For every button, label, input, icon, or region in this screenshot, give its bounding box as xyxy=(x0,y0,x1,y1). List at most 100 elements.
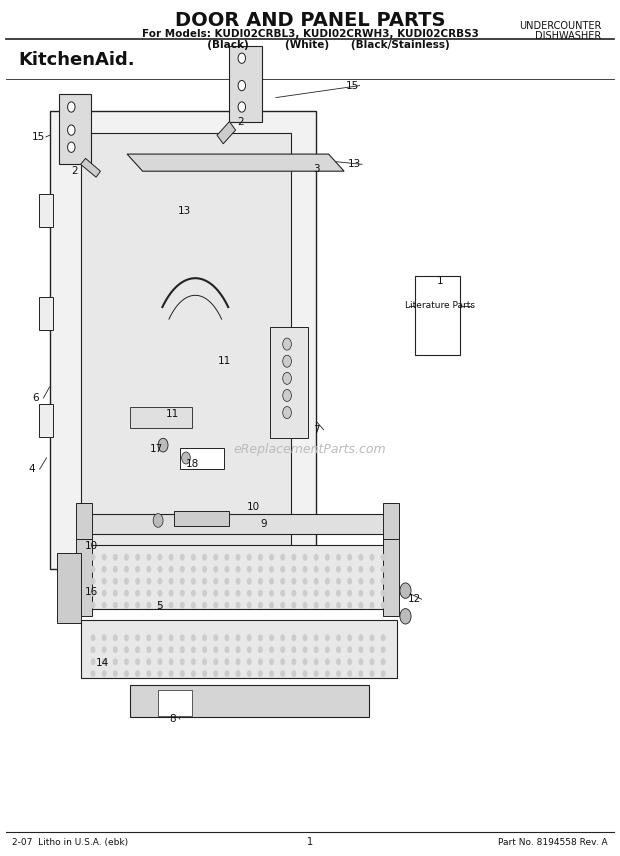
Circle shape xyxy=(280,578,285,585)
Circle shape xyxy=(236,566,241,573)
Circle shape xyxy=(146,602,151,609)
Circle shape xyxy=(381,590,386,597)
Circle shape xyxy=(236,634,241,641)
Circle shape xyxy=(325,566,330,573)
Bar xyxy=(76,503,92,544)
Circle shape xyxy=(153,514,163,527)
Circle shape xyxy=(381,602,386,609)
Circle shape xyxy=(146,646,151,653)
Circle shape xyxy=(213,658,218,665)
Circle shape xyxy=(102,646,107,653)
Circle shape xyxy=(280,554,285,561)
Circle shape xyxy=(213,602,218,609)
Circle shape xyxy=(358,554,363,561)
Circle shape xyxy=(381,646,386,653)
Bar xyxy=(130,685,369,717)
Circle shape xyxy=(336,554,341,561)
Text: (Black)          (White)      (Black/Stainless): (Black) (White) (Black/Stainless) xyxy=(170,40,450,51)
Circle shape xyxy=(291,658,296,665)
Circle shape xyxy=(91,634,95,641)
Circle shape xyxy=(135,646,140,653)
Circle shape xyxy=(370,578,374,585)
Circle shape xyxy=(325,670,330,677)
Circle shape xyxy=(213,566,218,573)
Circle shape xyxy=(247,670,252,677)
Circle shape xyxy=(336,634,341,641)
Circle shape xyxy=(303,578,308,585)
Circle shape xyxy=(381,658,386,665)
Circle shape xyxy=(370,634,374,641)
Circle shape xyxy=(224,590,229,597)
Circle shape xyxy=(236,646,241,653)
Circle shape xyxy=(336,590,341,597)
Circle shape xyxy=(124,658,129,665)
Text: 7: 7 xyxy=(313,425,319,435)
Circle shape xyxy=(314,634,319,641)
Circle shape xyxy=(191,634,196,641)
Circle shape xyxy=(102,554,107,561)
Circle shape xyxy=(102,590,107,597)
Circle shape xyxy=(258,578,263,585)
Circle shape xyxy=(258,646,263,653)
Circle shape xyxy=(169,602,174,609)
Circle shape xyxy=(314,566,319,573)
Circle shape xyxy=(358,590,363,597)
Circle shape xyxy=(370,646,374,653)
Circle shape xyxy=(247,554,252,561)
Text: 10: 10 xyxy=(85,541,99,551)
Circle shape xyxy=(180,602,185,609)
Circle shape xyxy=(236,554,241,561)
Circle shape xyxy=(269,670,274,677)
Circle shape xyxy=(269,634,274,641)
Circle shape xyxy=(135,634,140,641)
Circle shape xyxy=(169,566,174,573)
Circle shape xyxy=(336,658,341,665)
Circle shape xyxy=(169,578,174,585)
Circle shape xyxy=(102,602,107,609)
Circle shape xyxy=(347,634,352,641)
Text: Part No. 8194558 Rev. A: Part No. 8194558 Rev. A xyxy=(498,838,608,847)
Circle shape xyxy=(303,646,308,653)
Text: 5: 5 xyxy=(157,601,163,611)
Circle shape xyxy=(269,566,274,573)
Text: 13: 13 xyxy=(178,205,192,216)
Polygon shape xyxy=(81,158,100,177)
Circle shape xyxy=(224,602,229,609)
Circle shape xyxy=(325,602,330,609)
Circle shape xyxy=(135,590,140,597)
Circle shape xyxy=(347,554,352,561)
Bar xyxy=(180,448,224,469)
Circle shape xyxy=(347,566,352,573)
Circle shape xyxy=(102,634,107,641)
Circle shape xyxy=(202,646,207,653)
Circle shape xyxy=(236,590,241,597)
Circle shape xyxy=(314,578,319,585)
Circle shape xyxy=(191,646,196,653)
Circle shape xyxy=(236,578,241,585)
Circle shape xyxy=(283,407,291,419)
Circle shape xyxy=(169,670,174,677)
Circle shape xyxy=(157,554,162,561)
Circle shape xyxy=(191,670,196,677)
Circle shape xyxy=(124,646,129,653)
Circle shape xyxy=(157,634,162,641)
Text: 14: 14 xyxy=(95,658,109,669)
Circle shape xyxy=(347,670,352,677)
Circle shape xyxy=(224,658,229,665)
Circle shape xyxy=(91,602,95,609)
Circle shape xyxy=(291,566,296,573)
Circle shape xyxy=(358,578,363,585)
Circle shape xyxy=(280,670,285,677)
Circle shape xyxy=(336,602,341,609)
Circle shape xyxy=(280,590,285,597)
Circle shape xyxy=(202,634,207,641)
Circle shape xyxy=(358,634,363,641)
Bar xyxy=(81,620,397,678)
Text: Literature Parts: Literature Parts xyxy=(405,301,475,311)
Circle shape xyxy=(247,634,252,641)
Circle shape xyxy=(169,590,174,597)
Circle shape xyxy=(113,646,118,653)
Circle shape xyxy=(381,566,386,573)
Circle shape xyxy=(314,602,319,609)
Circle shape xyxy=(224,554,229,561)
